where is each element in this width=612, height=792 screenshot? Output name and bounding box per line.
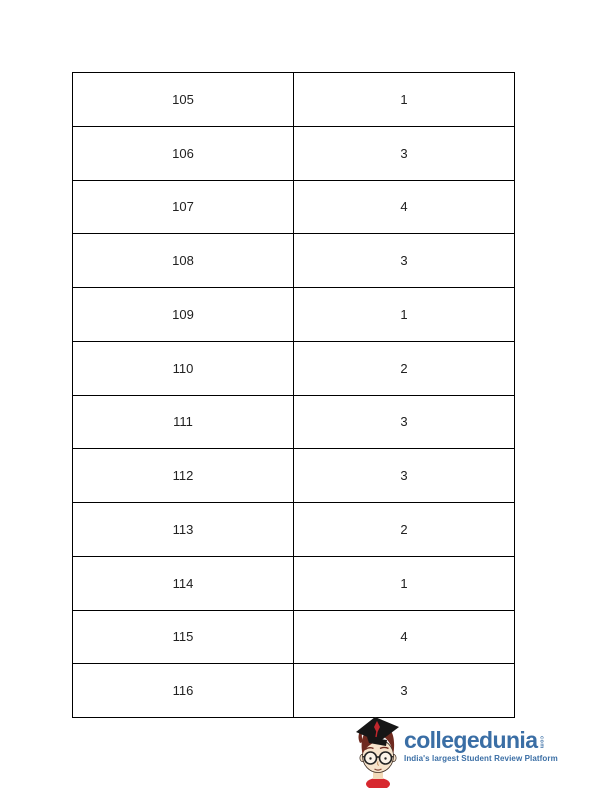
question-number-cell: 108 xyxy=(72,233,294,288)
question-number-cell: 114 xyxy=(72,555,294,611)
student-graduate-mascot-icon xyxy=(356,717,399,788)
table-row: 116 3 xyxy=(72,663,515,718)
table-row: 109 1 xyxy=(72,287,515,342)
table-row: 107 4 xyxy=(72,179,515,235)
answer-option-cell: 1 xyxy=(293,72,515,127)
table-row: 114 1 xyxy=(72,555,515,611)
table-row: 105 1 xyxy=(72,72,515,127)
answer-option-cell: 3 xyxy=(293,233,515,288)
question-number-cell: 115 xyxy=(72,609,294,665)
question-number-cell: 111 xyxy=(72,394,294,450)
answer-option-cell: 3 xyxy=(293,663,515,718)
answer-option-cell: 3 xyxy=(293,125,515,181)
table-row: 113 2 xyxy=(72,502,515,557)
table-row: 112 3 xyxy=(72,448,515,503)
question-number-cell: 109 xyxy=(72,287,294,342)
answer-option-cell: 4 xyxy=(293,179,515,235)
table-row: 110 2 xyxy=(72,340,515,396)
answer-option-cell: 1 xyxy=(293,287,515,342)
question-number-cell: 112 xyxy=(72,448,294,503)
table-row: 108 3 xyxy=(72,233,515,288)
question-number-cell: 113 xyxy=(72,502,294,557)
answer-option-cell: 3 xyxy=(293,448,515,503)
question-number-cell: 106 xyxy=(72,125,294,181)
answer-option-cell: 1 xyxy=(293,555,515,611)
table-row: 115 4 xyxy=(72,609,515,665)
question-number-cell: 110 xyxy=(72,340,294,396)
answer-option-cell: 2 xyxy=(293,340,515,396)
question-number-cell: 105 xyxy=(72,72,294,127)
logo-text-block: collegedunia com India's largest Student… xyxy=(404,727,558,764)
answer-option-cell: 3 xyxy=(293,394,515,450)
brand-domain-suffix: com xyxy=(538,736,545,749)
collegedunia-logo: collegedunia com India's largest Student… xyxy=(353,713,563,791)
question-number-cell: 116 xyxy=(72,663,294,718)
brand-tagline: India's largest Student Review Platform xyxy=(404,754,558,763)
answer-key-table: 105 1 106 3 107 4 108 3 109 1 110 2 111 3 112 3 113 2 114 1… xyxy=(72,72,515,718)
question-number-cell: 107 xyxy=(72,179,294,235)
table-row: 106 3 xyxy=(72,125,515,181)
brand-wordmark: collegedunia xyxy=(404,727,538,753)
table-row: 111 3 xyxy=(72,394,515,450)
answer-option-cell: 2 xyxy=(293,502,515,557)
answer-table-body: 105 1 106 3 107 4 108 3 109 1 110 2 111 3 112 3 113 2 114 1… xyxy=(72,72,515,718)
answer-option-cell: 4 xyxy=(293,609,515,665)
brand-row: collegedunia com xyxy=(404,727,558,753)
